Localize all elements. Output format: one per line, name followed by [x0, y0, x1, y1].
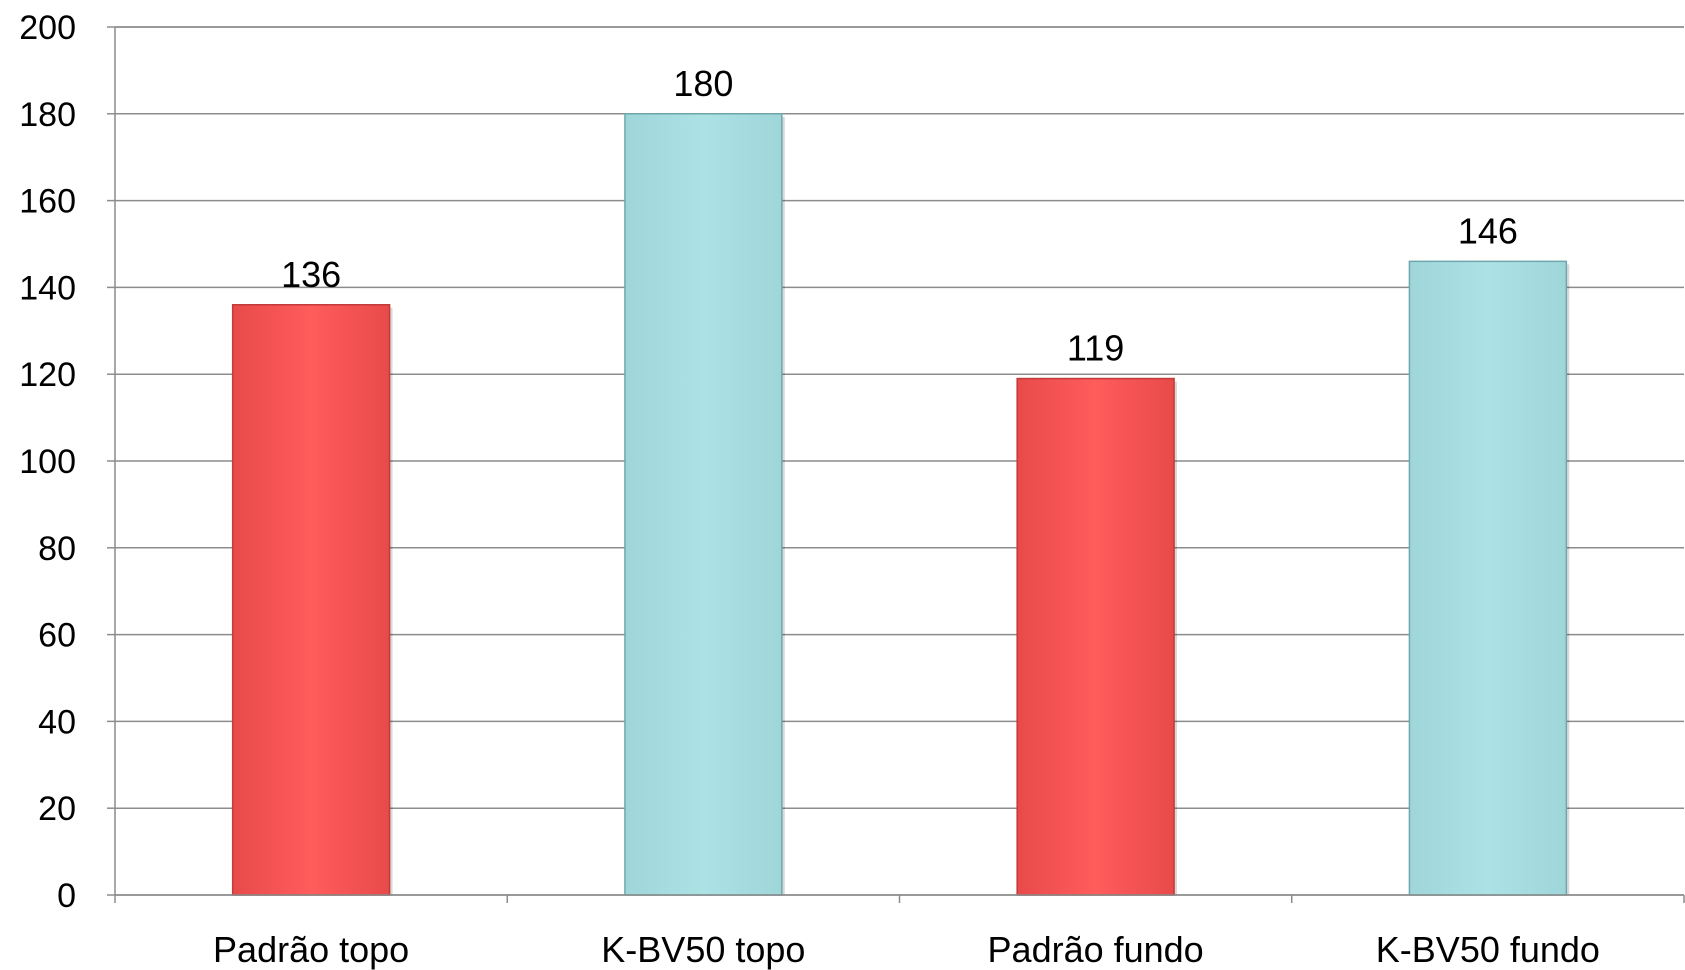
data-labels: 136 180 119 146	[281, 63, 1518, 369]
y-tick-label: 40	[38, 703, 76, 741]
bar	[1016, 377, 1175, 896]
data-label: 136	[281, 254, 341, 295]
y-tick-label: 60	[38, 617, 76, 655]
data-label: 146	[1458, 210, 1518, 251]
bar	[231, 304, 391, 896]
y-tick-label: 180	[19, 96, 76, 134]
bar	[1408, 260, 1568, 896]
x-tick-label: K-BV50 topo	[601, 929, 805, 970]
y-tick-label: 20	[38, 790, 76, 828]
x-tick-label: Padrão topo	[213, 929, 409, 970]
x-axis: Padrão topo K-BV50 topo Padrão fundo K-BV50…	[114, 894, 1685, 970]
y-tick-label: 140	[19, 269, 76, 307]
data-label: 180	[673, 63, 733, 104]
bar	[624, 113, 783, 896]
y-tick-label: 80	[38, 530, 76, 568]
bars	[231, 113, 1570, 896]
y-tick-label: 160	[19, 183, 76, 221]
data-label: 119	[1067, 328, 1124, 369]
y-tick-label: 100	[19, 443, 76, 481]
y-tick-label: 200	[19, 9, 76, 47]
y-tick-label: 0	[57, 877, 76, 915]
y-tick-label: 120	[19, 356, 76, 394]
x-tick-label: Padrão fundo	[988, 929, 1204, 970]
x-tick-label: K-BV50 fundo	[1376, 929, 1600, 970]
y-axis: 0 20 40 60 80 100 120 140 160 180 200	[19, 9, 115, 915]
